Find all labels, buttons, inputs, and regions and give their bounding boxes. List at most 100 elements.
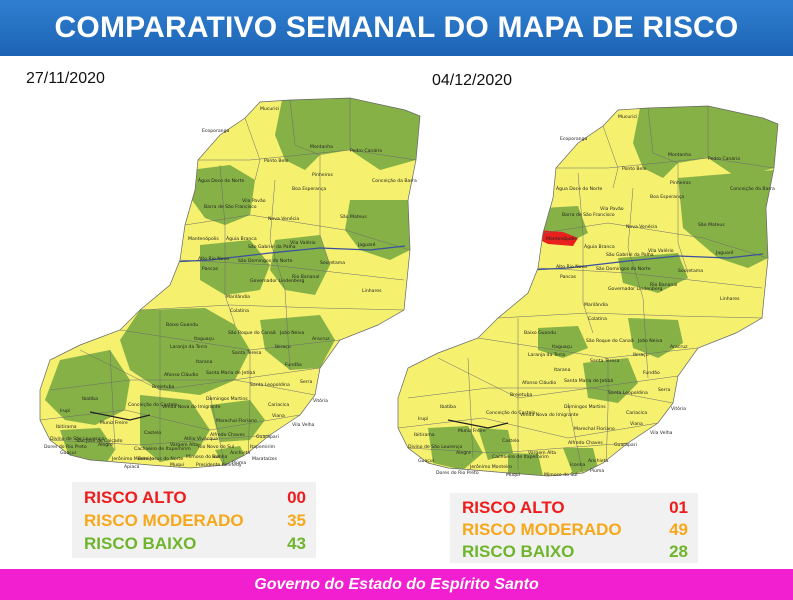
map-label: Cachoeiro de Itapemirim xyxy=(134,446,191,452)
extra-labels-left: Muqui Itapemirim Mimoso do Sul President… xyxy=(44,435,278,470)
map-label: Alegre xyxy=(98,442,113,448)
map-label: Nova Venécia xyxy=(268,215,299,222)
map-label: Governador Lindenberg xyxy=(608,286,662,292)
map-label: Viana xyxy=(630,421,643,427)
map-label: Iconha xyxy=(212,454,228,460)
map-label: Alegre xyxy=(456,450,471,456)
map-label: Dores do Rio Preto xyxy=(436,470,479,476)
map-label: Ibatiba xyxy=(82,396,98,402)
map-label: Montanha xyxy=(310,144,333,150)
map-label: Vila Valério xyxy=(290,239,316,246)
map-label: Ibitirama xyxy=(56,424,77,430)
map-label: Conceição do Castelo xyxy=(128,402,178,408)
map-label: Cariacica xyxy=(268,402,289,408)
map-label: Ibatiba xyxy=(440,404,456,410)
map-label: Governador Lindenberg xyxy=(250,278,304,284)
map-label: Ibiraçu xyxy=(275,344,291,350)
map-label: Montanha xyxy=(668,152,691,158)
map-label: Itarana xyxy=(196,359,213,365)
map-label: Guaçuí xyxy=(60,449,77,456)
legend-label: RISCO BAIXO xyxy=(84,534,197,553)
map-label: Marilândia xyxy=(226,293,250,300)
map-label: Vila Pavão xyxy=(600,206,624,212)
map-label: Brejetuba xyxy=(510,392,532,398)
map-label: Marechal Floriano xyxy=(574,426,615,432)
map-label: Afonso Cláudio xyxy=(164,371,198,378)
legend-count: 00 xyxy=(287,488,306,507)
date-left: 27/11/2020 xyxy=(26,70,105,87)
map-label: Irupi xyxy=(60,408,70,414)
map-label: Rio Bananal xyxy=(292,274,319,280)
map-label: Mucurici xyxy=(260,106,279,112)
map-label: Muniz Freire xyxy=(100,420,128,426)
map-label: São Domingos do Norte xyxy=(596,266,651,272)
map-label: São Mateus xyxy=(340,214,367,220)
map-label: Mucurici xyxy=(618,114,637,120)
map-label: Água Doce do Norte xyxy=(198,177,245,184)
map-label: Piúma xyxy=(590,467,604,474)
map-label: Rio Bananal xyxy=(650,282,677,288)
map-label: Pinheiros xyxy=(312,172,333,178)
map-label: Rio Novo do Sul xyxy=(198,444,234,450)
map-label: Divino de São Lourenço xyxy=(408,444,462,450)
map-label: Baixo Guandu xyxy=(524,330,556,336)
map-label: Linhares xyxy=(720,296,740,302)
map-label: Baixo Guandu xyxy=(166,322,198,328)
legend-row-baixo: RISCO BAIXO 28 xyxy=(462,541,688,563)
map-label: Aracruz xyxy=(670,344,688,350)
map-label: Serra xyxy=(658,387,670,393)
map-label: Mantenópolis xyxy=(546,235,577,242)
legend-count: 43 xyxy=(287,534,306,553)
map-label: Ibiraçu xyxy=(633,352,649,358)
map-label: Alto Rio Novo xyxy=(556,264,587,270)
map-label: Cariacica xyxy=(626,410,647,416)
map-label: Pancas xyxy=(202,266,219,272)
map-label: Itaguaçu xyxy=(194,336,214,342)
footer-text: Governo do Estado do Espírito Santo xyxy=(254,575,539,593)
map-label: São Gabriel da Palha xyxy=(248,244,296,250)
map-label: Afonso Cláudio xyxy=(522,379,556,386)
map-label: Vila Velha xyxy=(650,430,673,436)
legend-row-alto: RISCO ALTO 00 xyxy=(84,486,306,509)
map-label: Linhares xyxy=(362,288,382,294)
map-label: Barra de São Francisco xyxy=(562,212,615,218)
map-label: Itaguaçu xyxy=(552,344,572,350)
map-label: Ponto Belo xyxy=(622,166,647,172)
map-label: Conceição do Castelo xyxy=(486,410,536,416)
map-label: Colatina xyxy=(230,308,249,314)
map-label: Laranja da Terra xyxy=(170,344,207,350)
map-label: Santa Leopoldina xyxy=(250,382,290,388)
map-label: Jerônimo Monteiro xyxy=(111,455,154,462)
map-label: Guaçuí xyxy=(418,457,435,464)
map-label: Alto Rio Novo xyxy=(198,256,229,262)
page-title: COMPARATIVO SEMANAL DO MAPA DE RISCO xyxy=(54,11,739,44)
map-label: Santa Teresa xyxy=(590,358,620,364)
map-label: Águia Branca xyxy=(584,243,615,250)
map-label: Castelo xyxy=(144,430,161,436)
legend-row-baixo: RISCO BAIXO 43 xyxy=(84,532,306,555)
map-label: Ecoporanga xyxy=(560,136,587,142)
map-label: Pedro Canário xyxy=(350,147,382,154)
legend-label: RISCO ALTO xyxy=(84,488,187,507)
map-label: Serra xyxy=(300,379,312,385)
map-label: Itapemirim xyxy=(250,444,276,450)
map-label: Guarapari xyxy=(256,434,279,440)
map-label: Jaguaré xyxy=(715,249,734,256)
map-labels-right: Mucurici Montanha Pedro Canário Ecoporan… xyxy=(408,114,775,478)
date-right: 04/12/2020 xyxy=(432,72,513,89)
map-label: Vitória xyxy=(313,397,328,404)
map-label: Atílio Vivácqua xyxy=(184,435,218,442)
map-label: Nova Venécia xyxy=(626,223,657,230)
map-label: Presidente Kennedy xyxy=(196,462,242,468)
map-label: São Domingos do Norte xyxy=(238,258,293,264)
header-banner: COMPARATIVO SEMANAL DO MAPA DE RISCO xyxy=(0,0,793,56)
legend-label: RISCO BAIXO xyxy=(462,542,575,561)
map-label: Venda Nova do Imigrante xyxy=(162,404,221,410)
legend-row-moderado: RISCO MODERADO 49 xyxy=(462,519,688,541)
map-label: Boa Esperança xyxy=(292,186,326,192)
map-label: Marechal Floriano xyxy=(216,418,257,424)
map-label: Domingos Martins xyxy=(564,404,606,410)
map-label: Brejetuba xyxy=(152,384,174,390)
map-label: Água Doce do Norte xyxy=(556,185,603,192)
risk-map-left: Mucurici Montanha Pedro Canário Ecoporan… xyxy=(39,97,421,469)
